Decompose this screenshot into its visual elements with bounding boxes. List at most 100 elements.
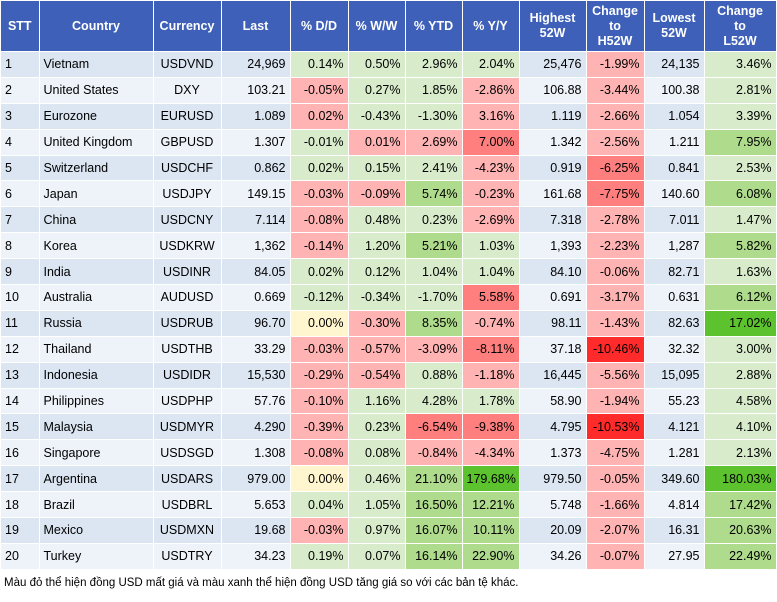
cell-low52: 0.841 (644, 155, 705, 182)
cell-yy: 22.90% (462, 543, 520, 570)
col-header-chg-l52-line3: L52W (723, 33, 757, 48)
cell-stt: 11 (1, 310, 40, 337)
cell-ww: -0.30% (348, 310, 406, 337)
cell-low52: 1.054 (644, 103, 705, 130)
table-row[interactable]: 6 Japan USDJPY 149.15 -0.03% -0.09% 5.74% -0.23… (1, 180, 777, 208)
cell-high52: 4.795 (519, 413, 587, 441)
cell-last: 4.290 (221, 413, 291, 441)
cell-country: Switzerland (39, 155, 154, 182)
cell-dd: -0.10% (290, 388, 349, 415)
cell-yy: -0.74% (462, 310, 520, 337)
col-header-high52[interactable]: Highest 52W (519, 1, 587, 52)
cell-country: United States (39, 77, 154, 104)
cell-chg-l52: 17.42% (704, 491, 777, 519)
cell-yy: 5.58% (462, 284, 520, 311)
cell-currency: AUDUSD (153, 284, 222, 311)
table-row[interactable]: 15 Malaysia USDMYR 4.290 -0.39% 0.23% -6.54% -9… (1, 413, 777, 441)
cell-currency: USDMXN (153, 517, 222, 544)
cell-dd: -0.29% (290, 362, 349, 389)
table-row[interactable]: 7 China USDCNY 7.114 -0.08% 0.48% 0.23% -2.69% 7… (1, 206, 777, 234)
col-header-chg-h52-line1: Change (592, 3, 638, 18)
cell-yy: -9.38% (462, 413, 520, 441)
cell-ytd: -6.54% (405, 413, 463, 441)
col-header-ww[interactable]: % W/W (348, 1, 406, 52)
col-header-stt[interactable]: STT (1, 1, 40, 52)
cell-country: United Kingdom (39, 129, 154, 156)
table-row[interactable]: 16 Singapore USDSGD 1.308 -0.08% 0.08% -0.84% -… (1, 439, 777, 467)
cell-chg-l52: 2.88% (704, 362, 777, 389)
cell-yy: -4.34% (462, 439, 520, 467)
cell-last: 979.00 (221, 465, 291, 493)
cell-yy: -0.23% (462, 180, 520, 208)
cell-low52: 349.60 (644, 465, 705, 493)
cell-yy: -1.18% (462, 362, 520, 389)
cell-high52: 1,393 (519, 232, 587, 260)
cell-country: Russia (39, 310, 154, 337)
cell-last: 5.653 (221, 491, 291, 519)
table-row[interactable]: 13 Indonesia USDIDR 15,530 -0.29% -0.54% 0.88%… (1, 362, 777, 389)
table-row[interactable]: 17 Argentina USDARS 979.00 0.00% 0.46% 21.10% 1… (1, 465, 777, 493)
table-row[interactable]: 4 United Kingdom GBPUSD 1.307 -0.01% 0.01% 2.6… (1, 129, 777, 156)
cell-ww: -0.57% (348, 336, 406, 363)
cell-high52: 25,476 (519, 51, 587, 78)
cell-ytd: 5.74% (405, 180, 463, 208)
cell-chg-h52: -1.99% (586, 51, 645, 78)
cell-chg-l52: 1.47% (704, 206, 777, 234)
cell-currency: USDMYR (153, 413, 222, 441)
table-row[interactable]: 14 Philippines USDPHP 57.76 -0.10% 1.16% 4.28%… (1, 388, 777, 415)
table-row[interactable]: 1 Vietnam USDVND 24,969 0.14% 0.50% 2.96% 2.04%… (1, 51, 777, 78)
table-row[interactable]: 11 Russia USDRUB 96.70 0.00% -0.30% 8.35% -0.74… (1, 310, 777, 337)
cell-dd: -0.01% (290, 129, 349, 156)
cell-dd: 0.02% (290, 155, 349, 182)
cell-high52: 0.919 (519, 155, 587, 182)
table-row[interactable]: 12 Thailand USDTHB 33.29 -0.03% -0.57% -3.09% -… (1, 336, 777, 363)
cell-currency: USDJPY (153, 180, 222, 208)
col-header-chg-h52-line2: to (609, 18, 621, 33)
cell-currency: USDRUB (153, 310, 222, 337)
cell-chg-h52: -10.46% (586, 336, 645, 363)
cell-currency: USDKRW (153, 232, 222, 260)
cell-chg-h52: -3.17% (586, 284, 645, 311)
cell-currency: GBPUSD (153, 129, 222, 156)
cell-ytd: 0.23% (405, 206, 463, 234)
cell-chg-l52: 20.63% (704, 517, 777, 544)
cell-country: Philippines (39, 388, 154, 415)
col-header-country[interactable]: Country (39, 1, 154, 52)
cell-last: 1.089 (221, 103, 291, 130)
table-row[interactable]: 10 Australia AUDUSD 0.669 -0.12% -0.34% -1.70%… (1, 284, 777, 311)
cell-high52: 34.26 (519, 543, 587, 570)
cell-high52: 16,445 (519, 362, 587, 389)
col-header-yy[interactable]: % Y/Y (462, 1, 520, 52)
cell-ww: 1.20% (348, 232, 406, 260)
cell-ww: 0.01% (348, 129, 406, 156)
cell-stt: 3 (1, 103, 40, 130)
cell-high52: 7.318 (519, 206, 587, 234)
cell-dd: -0.05% (290, 77, 349, 104)
col-header-low52[interactable]: Lowest 52W (644, 1, 705, 52)
col-header-chg-l52-line1: Change (717, 3, 763, 18)
col-header-currency[interactable]: Currency (153, 1, 222, 52)
cell-stt: 19 (1, 517, 40, 544)
table-row[interactable]: 9 India USDINR 84.05 0.02% 0.12% 1.04% 1.04% 84.… (1, 258, 777, 286)
col-header-chg-l52[interactable]: Change to L52W (704, 1, 777, 52)
col-header-last[interactable]: Last (221, 1, 291, 52)
cell-ww: 0.27% (348, 77, 406, 104)
table-row[interactable]: 5 Switzerland USDCHF 0.862 0.02% 0.15% 2.41% -4… (1, 155, 777, 182)
table-row[interactable]: 20 Turkey USDTRY 34.23 0.19% 0.07% 16.14% 22.90… (1, 543, 777, 570)
table-header-row: STT Country Currency Last % D/D % W/W % … (1, 1, 777, 52)
col-header-dd[interactable]: % D/D (290, 1, 349, 52)
table-row[interactable]: 2 United States DXY 103.21 -0.05% 0.27% 1.85% -… (1, 77, 777, 104)
col-header-chg-h52[interactable]: Change to H52W (586, 1, 645, 52)
table-row[interactable]: 3 Eurozone EURUSD 1.089 0.02% -0.43% -1.30% 3.1… (1, 103, 777, 130)
cell-chg-h52: -0.07% (586, 543, 645, 570)
table-row[interactable]: 18 Brazil USDBRL 5.653 0.04% 1.05% 16.50% 12.21… (1, 491, 777, 519)
cell-stt: 13 (1, 362, 40, 389)
cell-stt: 15 (1, 413, 40, 441)
table-row[interactable]: 19 Mexico USDMXN 19.68 -0.03% 0.97% 16.07% 10.1… (1, 517, 777, 544)
cell-low52: 4.121 (644, 413, 705, 441)
cell-low52: 16.31 (644, 517, 705, 544)
cell-stt: 2 (1, 77, 40, 104)
table-row[interactable]: 8 Korea USDKRW 1,362 -0.14% 1.20% 5.21% 1.03% 1,… (1, 232, 777, 260)
cell-chg-l52: 6.08% (704, 180, 777, 208)
col-header-ytd[interactable]: % YTD (405, 1, 463, 52)
